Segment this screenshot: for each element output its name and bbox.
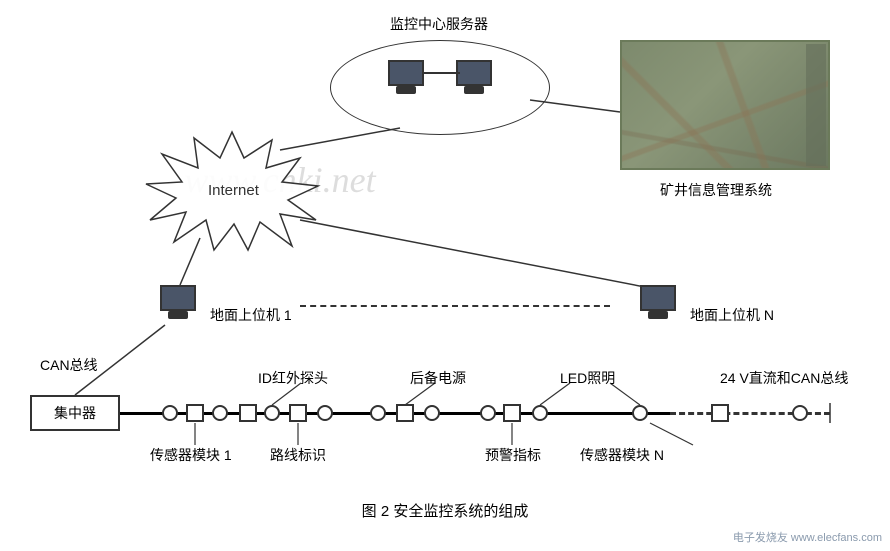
bus-square-2 [239,404,257,422]
bus-circle-1 [162,405,178,421]
brand-watermark: 电子发烧友 www.elecfans.com [733,529,882,545]
concentrator-label: 集中器 [54,403,96,423]
bus-circle-8 [532,405,548,421]
warning-indicator-label: 预警指标 [485,445,541,465]
server-2-icon [456,60,498,100]
dc24-can-label: 24 V直流和CAN总线 [720,368,848,388]
internet-label: Internet [208,182,259,199]
figure-caption: 图 2 安全监控系统的组成 [362,500,529,521]
sensor-module-1-label: 传感器模块 1 [150,445,232,465]
bus-square-5 [503,404,521,422]
server-1-icon [388,60,430,100]
bus-circle-7 [480,405,496,421]
ground-pc-1-label: 地面上位机 1 [210,305,292,325]
bus-circle-10 [792,405,808,421]
ground-pc-n-icon [640,285,682,325]
ir-probe-label: ID红外探头 [258,368,328,388]
can-bus-left-label: CAN总线 [40,355,98,375]
bus-circle-6 [424,405,440,421]
route-marker-label: 路线标识 [270,445,326,465]
mine-info-system-label: 矿井信息管理系统 [660,180,772,200]
led-light-label: LED照明 [560,368,615,388]
ground-pc-dashed-line [300,305,610,307]
server-link-line [424,72,460,74]
sensor-module-n-label: 传感器模块 N [580,445,664,465]
bus-square-1 [186,404,204,422]
bus-square-6 [711,404,729,422]
concentrator-box: 集中器 [30,395,120,431]
monitor-center-ellipse [330,40,550,135]
bus-circle-3 [264,405,280,421]
bus-circle-2 [212,405,228,421]
map-interface-box [620,40,830,170]
bus-square-3 [289,404,307,422]
monitor-center-label: 监控中心服务器 [390,14,488,34]
backup-power-label: 后备电源 [410,368,466,388]
bus-circle-9 [632,405,648,421]
bus-circle-4 [317,405,333,421]
ground-pc-1-icon [160,285,202,325]
ground-pc-n-label: 地面上位机 N [690,305,774,325]
bus-circle-5 [370,405,386,421]
bus-square-4 [396,404,414,422]
